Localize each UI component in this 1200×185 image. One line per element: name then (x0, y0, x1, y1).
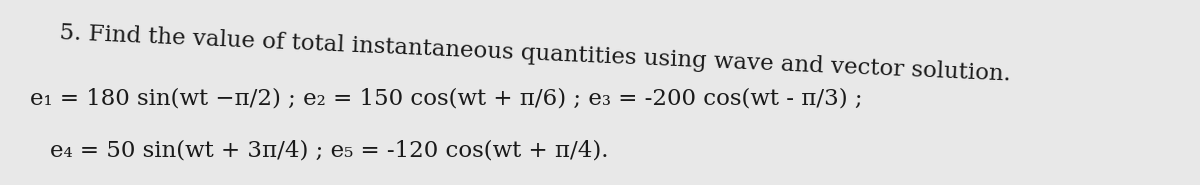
Text: 5. Find the value of total instantaneous quantities using wave and vector soluti: 5. Find the value of total instantaneous… (59, 22, 1012, 85)
Text: e₁ = 180 sin(wt −π/2) ; e₂ = 150 cos(wt + π/6) ; e₃ = -200 cos(wt - π/3) ;: e₁ = 180 sin(wt −π/2) ; e₂ = 150 cos(wt … (30, 88, 863, 110)
Text: e₄ = 50 sin(wt + 3π/4) ; e₅ = -120 cos(wt + π/4).: e₄ = 50 sin(wt + 3π/4) ; e₅ = -120 cos(w… (50, 140, 608, 162)
